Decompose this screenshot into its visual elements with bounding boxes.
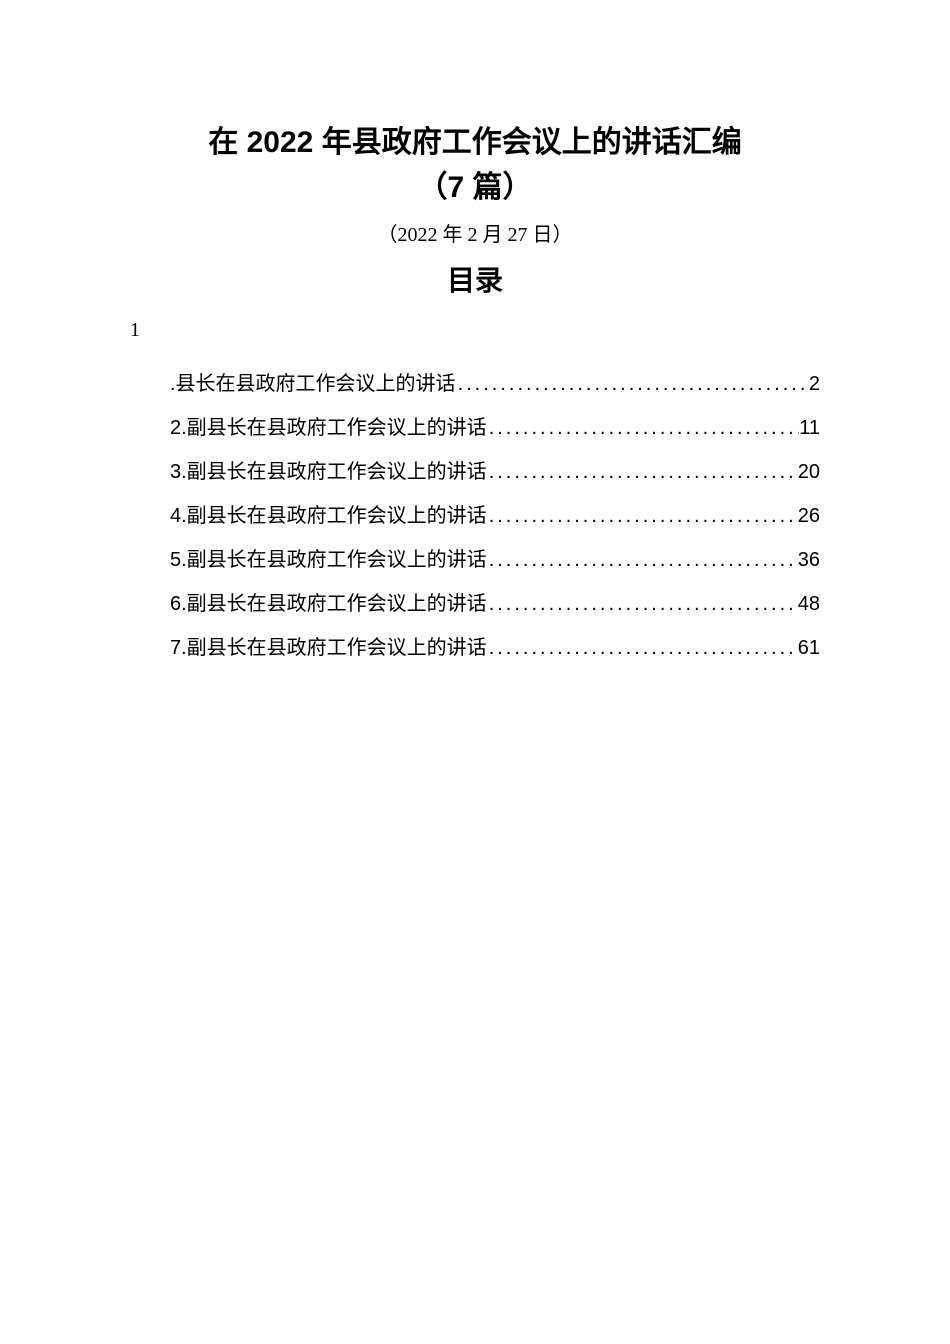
toc-item-label: 5.副县长在县政府工作会议上的讲话: [170, 538, 487, 582]
toc-item-page: 26: [798, 494, 820, 538]
toc-item: 5.副县长在县政府工作会议上的讲话 36: [170, 538, 820, 582]
document-title-line1: 在 2022 年县政府工作会议上的讲话汇编: [120, 120, 830, 165]
toc-item-page: 20: [798, 450, 820, 494]
toc-item: 7.副县长在县政府工作会议上的讲话 61: [170, 626, 820, 670]
toc-item-label: .县长在县政府工作会议上的讲话: [170, 362, 456, 406]
toc-item-page: 36: [798, 538, 820, 582]
page-number-top: 1: [130, 319, 830, 342]
toc-item: 2.副县长在县政府工作会议上的讲话 11: [170, 406, 820, 450]
toc-item-dots: [487, 538, 798, 582]
toc-item-label: 2.副县长在县政府工作会议上的讲话: [170, 406, 487, 450]
toc-item-label: 3.副县长在县政府工作会议上的讲话: [170, 450, 487, 494]
toc-item: 6.副县长在县政府工作会议上的讲话 48: [170, 582, 820, 626]
toc-item: 3.副县长在县政府工作会议上的讲话 20: [170, 450, 820, 494]
toc-item: 4.副县长在县政府工作会议上的讲话 26: [170, 494, 820, 538]
toc-heading: 目录: [120, 259, 830, 299]
toc-item-dots: [487, 494, 798, 538]
toc-item-label: 7.副县长在县政府工作会议上的讲话: [170, 626, 487, 670]
document-date: （2022 年 2 月 27 日）: [120, 218, 830, 247]
document-title-line2: （7 篇）: [120, 165, 830, 210]
toc-item-page: 11: [799, 406, 820, 450]
toc-item-dots: [487, 582, 798, 626]
toc-item-page: 2: [809, 362, 820, 406]
toc-item-label: 6.副县长在县政府工作会议上的讲话: [170, 582, 487, 626]
toc-item: .县长在县政府工作会议上的讲话 2: [170, 362, 820, 406]
toc-item-dots: [487, 450, 798, 494]
toc-item-dots: [456, 362, 809, 406]
toc-list: .县长在县政府工作会议上的讲话 2 2.副县长在县政府工作会议上的讲话 11 3…: [120, 362, 830, 670]
toc-item-page: 48: [798, 582, 820, 626]
toc-item-page: 61: [798, 626, 820, 670]
toc-item-label: 4.副县长在县政府工作会议上的讲话: [170, 494, 487, 538]
toc-item-dots: [487, 406, 800, 450]
toc-item-dots: [487, 626, 798, 670]
